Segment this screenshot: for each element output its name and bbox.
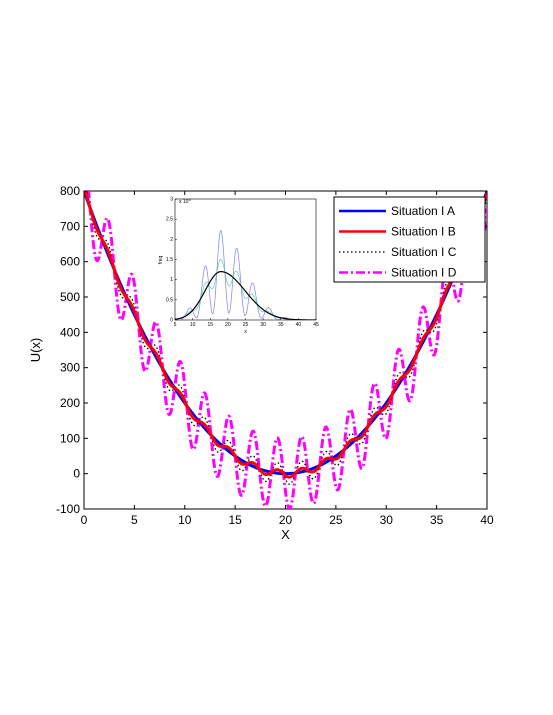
x-ticks: 0 5 10 15 20 25 30 35 40	[81, 191, 494, 527]
inset-x-tick-label: 15	[207, 322, 213, 328]
inset-x-tick-label: 45	[313, 322, 319, 328]
x-tick-label: 10	[178, 513, 192, 527]
inset-series-line-3	[175, 270, 316, 320]
inset-y-tick-label: 1	[170, 277, 173, 283]
inset-x-tick-label: 35	[278, 322, 284, 328]
inset-plot-area	[174, 198, 317, 321]
inset-y-tick-label: 2	[170, 237, 173, 243]
y-tick-label: -100	[56, 502, 80, 516]
series-line-situation-i-d	[87, 191, 487, 509]
y-axis-label: U(x)	[28, 338, 43, 363]
inset-y-axis-label: freq	[158, 255, 164, 264]
x-tick-label: 25	[329, 513, 343, 527]
x-tick-label: 0	[81, 513, 88, 527]
inset-y-ticks: 0 0.5 1 1.5 2 2.5 3	[166, 197, 177, 324]
y-tick-label: 0	[73, 467, 80, 481]
inset-exponent-label: x 104	[179, 197, 191, 205]
inset-x-tick-label: 40	[296, 322, 302, 328]
y-tick-label: 800	[60, 184, 80, 198]
legend-items: Situation I A Situation I B Situation I C S…	[339, 204, 457, 280]
inset-x-axis-label: x	[244, 329, 247, 335]
y-tick-label: 500	[60, 290, 80, 304]
inset-y-tick-label: 0.5	[166, 297, 173, 303]
inset-x-tick-label: 10	[190, 322, 196, 328]
legend-label: Situation I A	[391, 204, 455, 218]
x-tick-label: 40	[480, 513, 494, 527]
inset-series	[175, 229, 316, 320]
x-axis-label: X	[281, 527, 290, 542]
x-tick-label: 15	[228, 513, 242, 527]
inset-y-tick-label: 2.5	[166, 217, 173, 223]
inset-x-ticks: 5 10 15 20 25 30 35 40 45	[174, 318, 319, 328]
inset-x-tick-label: 5	[174, 322, 177, 328]
inset-x-tick-label: 30	[260, 322, 266, 328]
inset-y-tick-label: 1.5	[166, 257, 173, 263]
series-line-situation-i-b	[84, 191, 487, 479]
legend-label: Situation I C	[391, 245, 457, 259]
inset-x-tick-label: 20	[225, 322, 231, 328]
y-tick-label: 300	[60, 361, 80, 375]
main-series	[84, 191, 487, 509]
x-tick-label: 35	[430, 513, 444, 527]
x-tick-label: 5	[131, 513, 138, 527]
inset-y-tick-label: 3	[170, 197, 173, 203]
inset-y-tick-label: 0	[170, 318, 173, 324]
y-tick-label: 200	[60, 396, 80, 410]
y-tick-label: 100	[60, 431, 80, 445]
y-tick-label: 600	[60, 255, 80, 269]
inset-plot: 5 10 15 20 25 30 35 40 45 00.511.522.53 x 104 x …	[158, 197, 319, 336]
x-tick-label: 30	[380, 513, 394, 527]
legend-label: Situation I B	[391, 225, 456, 239]
inset-x-tick-label: 25	[243, 322, 249, 328]
legend-label: Situation I D	[391, 266, 457, 280]
legend: Situation I A Situation I B Situation I C S…	[333, 196, 486, 283]
y-tick-label: 400	[60, 325, 80, 339]
y-tick-label: 700	[60, 219, 80, 233]
x-tick-label: 20	[279, 513, 293, 527]
